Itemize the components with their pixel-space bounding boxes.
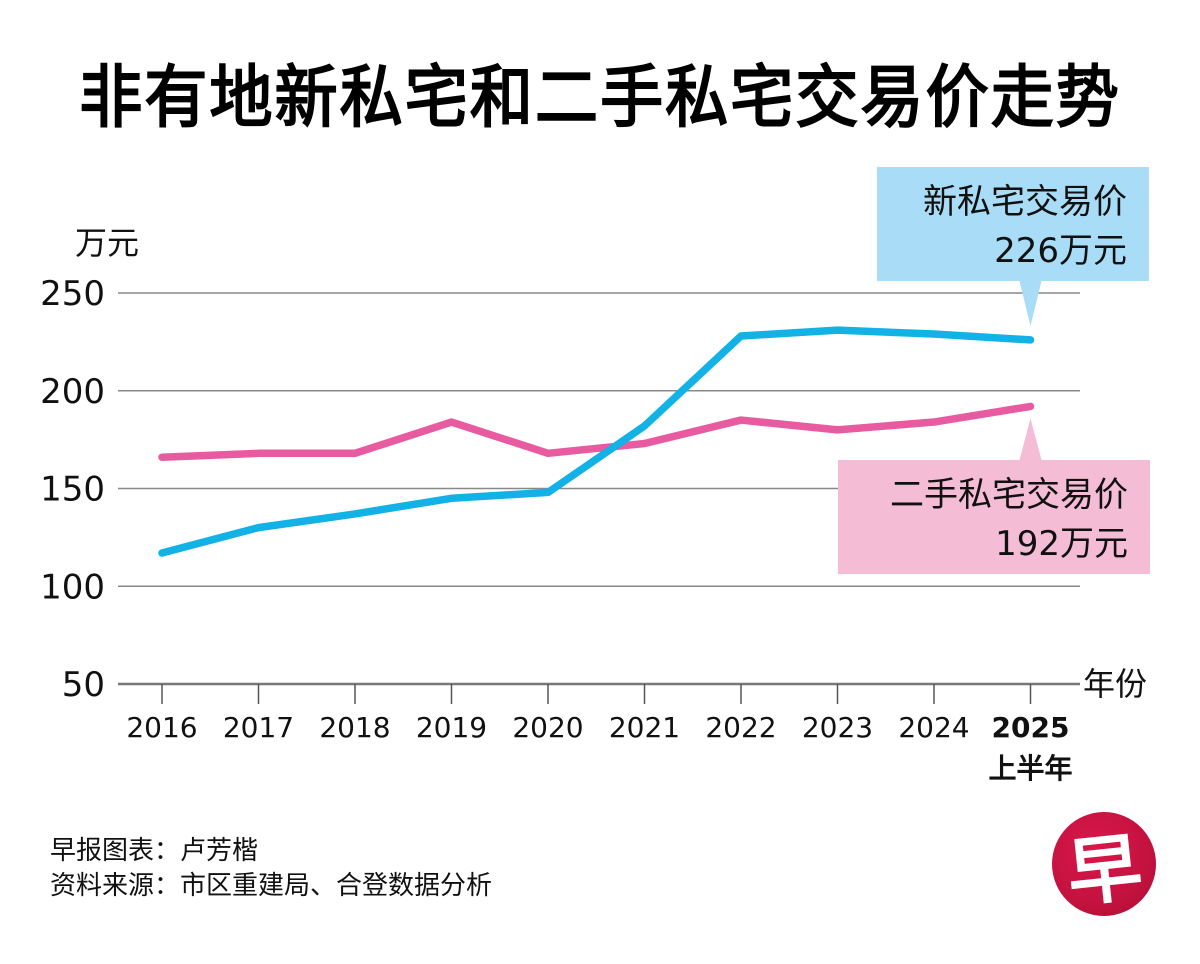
callout-series-name: 二手私宅交易价 <box>890 475 1128 515</box>
series-line-new-private <box>158 326 1035 557</box>
callout-box <box>838 460 1150 574</box>
footer: 早报图表：卢芳楷 资料来源：市区重建局、合登数据分析 <box>50 834 492 904</box>
x-tick-label: 2023 <box>802 711 873 744</box>
x-axis-unit-label: 年份 <box>1083 665 1147 703</box>
y-axis-ticks: 250 200 150 100 50 <box>40 274 105 705</box>
logo-glyph: 早 <box>1063 823 1146 918</box>
callout-new-private: 新私宅交易价 226万元 <box>877 167 1149 326</box>
source-text: 资料来源：市区重建局、合登数据分析 <box>50 871 493 901</box>
x-tick-label: 2019 <box>416 711 487 744</box>
y-tick-label: 150 <box>40 470 105 510</box>
x-tick-label: 2018 <box>319 711 390 744</box>
gridlines <box>118 292 1080 686</box>
x-tick-label: 2021 <box>609 711 680 744</box>
x-tick-label: 2022 <box>705 711 776 744</box>
chart-title: 非有地新私宅和二手私宅交易价走势 <box>79 59 1121 138</box>
callout-value: 226万元 <box>994 231 1127 271</box>
x-tick-label: 2024 <box>898 711 969 744</box>
callout-series-name: 新私宅交易价 <box>923 182 1127 222</box>
y-tick-label: 250 <box>40 274 105 314</box>
x-axis-ticks: 2016 2017 2018 2019 2020 2021 2022 2023 2024 2025… <box>126 684 1073 785</box>
callout-pointer <box>1019 281 1042 326</box>
series-line-resale-private <box>158 402 1035 461</box>
callout-pointer <box>1019 418 1042 460</box>
x-tick-label: 2025 <box>992 711 1070 744</box>
credit-text: 早报图表：卢芳楷 <box>50 836 259 866</box>
y-tick-label: 100 <box>40 567 105 607</box>
callout-box <box>877 167 1149 281</box>
x-tick-label: 2020 <box>512 711 583 744</box>
callout-resale-private: 二手私宅交易价 192万元 <box>838 418 1150 574</box>
zaobao-logo: 早 <box>1052 812 1156 917</box>
series-lines <box>158 326 1035 557</box>
callout-value: 192万元 <box>995 524 1128 564</box>
y-axis-unit-label: 万元 <box>75 224 139 262</box>
y-tick-label: 200 <box>40 372 105 412</box>
x-tick-label: 2017 <box>223 711 294 744</box>
x-tick-label: 2016 <box>126 711 197 744</box>
y-tick-label: 50 <box>62 665 105 705</box>
x-tick-sublabel: 上半年 <box>988 752 1072 785</box>
